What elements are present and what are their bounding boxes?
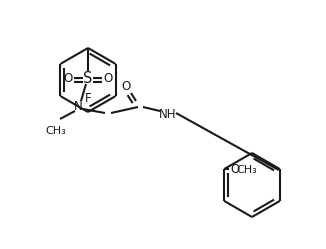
Text: O: O — [63, 71, 73, 84]
Text: F: F — [85, 92, 91, 105]
Text: O: O — [103, 71, 112, 84]
Text: S: S — [83, 70, 93, 85]
Text: O: O — [121, 79, 131, 92]
Text: NH: NH — [159, 108, 177, 121]
Text: CH₃: CH₃ — [46, 126, 67, 136]
Text: N: N — [74, 100, 82, 113]
Text: O: O — [230, 163, 240, 176]
Text: CH₃: CH₃ — [236, 165, 257, 175]
